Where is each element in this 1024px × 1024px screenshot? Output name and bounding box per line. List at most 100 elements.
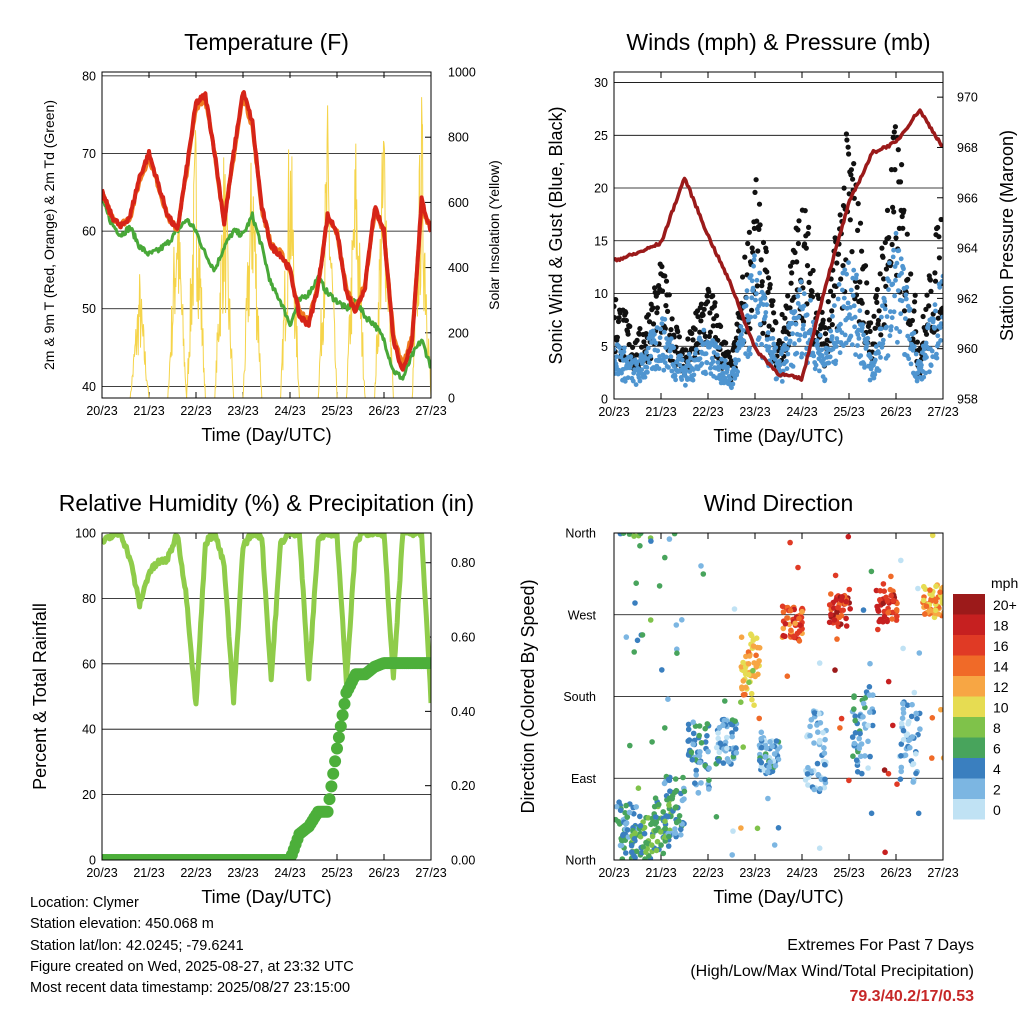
gust-point xyxy=(890,135,896,141)
gust-point xyxy=(614,334,621,340)
direction-point xyxy=(725,758,732,765)
legend-swatch xyxy=(953,635,985,656)
wind-point xyxy=(899,298,905,304)
gust-point xyxy=(685,336,691,342)
direction-point xyxy=(795,564,801,571)
direction-point xyxy=(685,721,692,728)
wind-point xyxy=(762,295,768,301)
direction-point xyxy=(799,608,805,615)
direction-point xyxy=(679,617,685,623)
extremes-box: Extremes For Past 7 Days (High/Low/Max W… xyxy=(690,933,974,1010)
direction-point xyxy=(721,717,728,724)
direction-point xyxy=(640,844,646,850)
wind-point xyxy=(653,340,659,346)
wind-point xyxy=(740,328,746,333)
wind-point xyxy=(652,331,657,337)
y-tick-label: 70 xyxy=(82,147,96,161)
direction-point xyxy=(814,722,820,728)
direction-point xyxy=(749,696,755,703)
wind-point xyxy=(855,343,860,348)
y-tick-label: North xyxy=(565,854,596,868)
wind-point xyxy=(691,372,697,378)
gust-point xyxy=(826,317,833,323)
direction-point xyxy=(929,592,935,599)
gust-point xyxy=(883,266,890,272)
y2-tick-label: 964 xyxy=(957,242,978,256)
gust-point xyxy=(650,305,656,311)
wind-point xyxy=(789,320,795,326)
wind-point xyxy=(794,350,800,356)
extremes-subtitle: (High/Low/Max Wind/Total Precipitation) xyxy=(690,962,974,980)
wind-point xyxy=(796,337,802,343)
direction-point xyxy=(665,813,671,820)
wind-point xyxy=(747,345,752,351)
legend-label: 4 xyxy=(993,761,1001,777)
direction-point xyxy=(753,664,760,670)
direction-point xyxy=(717,740,724,746)
direction-point xyxy=(846,777,852,784)
wind-point xyxy=(894,260,900,266)
direction-point xyxy=(637,833,644,840)
direction-point xyxy=(881,613,888,620)
gust-point xyxy=(665,308,671,314)
direction-point xyxy=(881,767,888,773)
gust-point xyxy=(742,254,748,260)
wind-point xyxy=(743,303,749,309)
gust-point xyxy=(886,235,892,241)
direction-point xyxy=(633,804,639,810)
gust-point xyxy=(756,226,762,232)
gust-point xyxy=(840,263,846,269)
direction-point xyxy=(671,533,678,537)
x-tick-label: 20/23 xyxy=(86,866,117,880)
y2-tick-label: 200 xyxy=(448,326,469,340)
wind-point xyxy=(708,365,713,371)
gust-point xyxy=(878,332,884,338)
wind-point xyxy=(757,270,763,276)
direction-point xyxy=(900,736,907,743)
gust-point xyxy=(634,352,640,358)
wind-point xyxy=(753,297,758,303)
gust-point xyxy=(864,280,870,286)
wind-point xyxy=(830,313,835,319)
gust-point xyxy=(895,147,901,153)
y-tick-label: 5 xyxy=(601,340,608,354)
gust-point xyxy=(761,320,767,326)
wind-point xyxy=(729,385,734,391)
direction-point xyxy=(894,613,900,619)
wind-point xyxy=(750,285,756,291)
wind-point xyxy=(730,381,736,387)
direction-point xyxy=(856,735,862,742)
direction-point xyxy=(811,710,818,716)
gust-point xyxy=(756,201,763,207)
direction-point xyxy=(782,633,788,640)
gust-point xyxy=(760,239,767,246)
direction-point xyxy=(724,734,730,741)
wind-point xyxy=(795,293,801,299)
direction-point xyxy=(627,742,633,749)
wind-point xyxy=(808,297,813,303)
wind-point xyxy=(843,340,849,346)
wind-point xyxy=(664,336,669,341)
direction-point xyxy=(771,751,778,757)
direction-point xyxy=(927,607,934,614)
direction-point xyxy=(834,636,840,642)
direction-point xyxy=(693,767,699,774)
plot-frame xyxy=(613,71,944,400)
gust-point xyxy=(745,240,751,247)
gust-point xyxy=(880,254,886,260)
precip-point xyxy=(334,720,347,733)
gust-point xyxy=(857,220,864,226)
x-tick-label: 27/23 xyxy=(415,404,446,418)
direction-point xyxy=(715,730,721,736)
wind-point xyxy=(833,358,839,364)
x-axis-label: Time (Day/UTC) xyxy=(201,425,331,445)
direction-point xyxy=(858,741,865,747)
direction-point xyxy=(860,607,867,613)
wind-point xyxy=(829,334,835,339)
wind-point xyxy=(703,371,709,377)
direction-point xyxy=(852,730,859,736)
direction-point xyxy=(847,606,853,612)
gust-point xyxy=(675,329,681,335)
wind-point xyxy=(671,345,677,351)
wind-point xyxy=(921,374,927,380)
